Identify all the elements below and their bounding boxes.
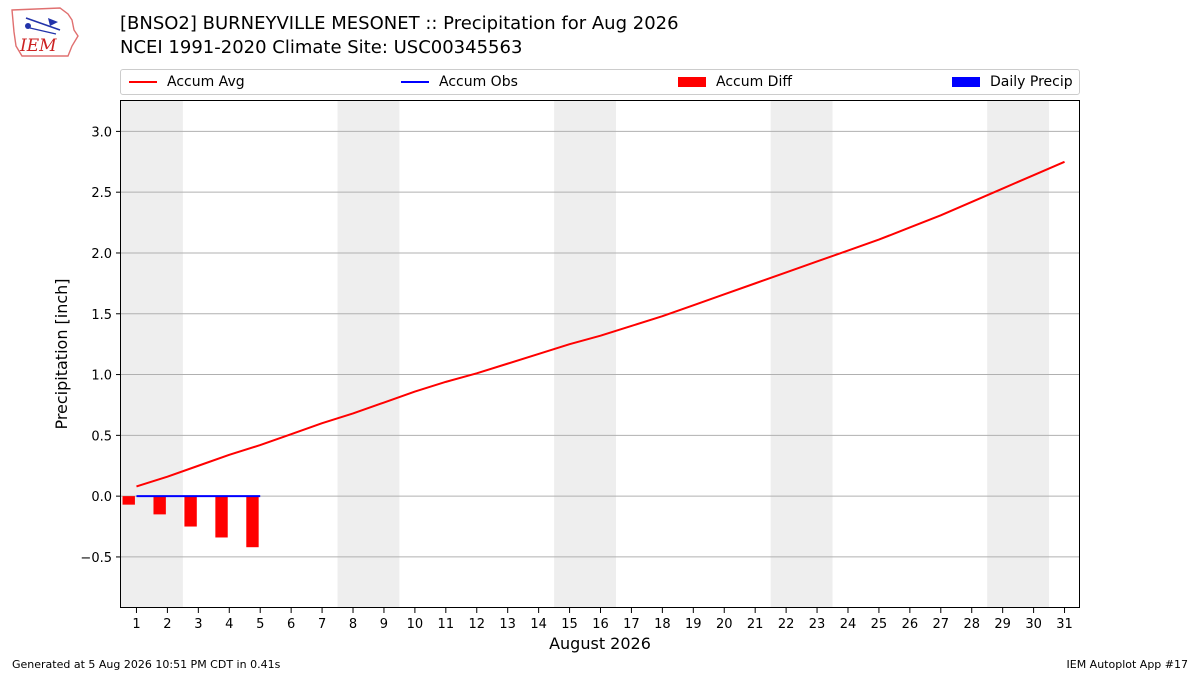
bar xyxy=(122,496,135,505)
x-tick-label: 31 xyxy=(1056,617,1073,632)
y-tick-label: 2.5 xyxy=(91,186,112,201)
x-tick-label: 17 xyxy=(623,617,640,632)
y-tick-label: 0.0 xyxy=(91,490,112,505)
x-axis: 1 2 3 4 5 6 7 8 9 10 11 12 13 14 15 16 17 18 19 20 21 22 23 24 2… xyxy=(132,608,1073,632)
app-footer: IEM Autoplot App #17 xyxy=(1066,658,1189,671)
weekend-shading xyxy=(121,101,1050,608)
weekend-band xyxy=(554,101,616,608)
x-tick-label: 18 xyxy=(654,617,671,632)
weekend-band xyxy=(987,101,1050,608)
x-tick-label: 16 xyxy=(592,617,609,632)
bar xyxy=(153,496,166,515)
x-tick-label: 1 xyxy=(132,617,140,632)
x-tick-label: 9 xyxy=(380,617,388,632)
y-tick-label: −0.5 xyxy=(80,551,112,566)
y-tick-label: 3.0 xyxy=(91,125,112,140)
x-tick-label: 26 xyxy=(902,617,919,632)
y-axis: −0.5 0.0 0.5 1.0 1.5 2.0 2.5 3.0 xyxy=(80,125,121,566)
plot-frame xyxy=(120,100,1080,608)
legend-label: Accum Obs xyxy=(439,74,518,90)
x-tick-label: 3 xyxy=(194,617,202,632)
x-tick-label: 27 xyxy=(933,617,950,632)
x-tick-label: 25 xyxy=(871,617,888,632)
chart-title: [BNSO2] BURNEYVILLE MESONET :: Precipita… xyxy=(120,13,679,34)
x-tick-label: 8 xyxy=(349,617,357,632)
y-tick-label: 1.5 xyxy=(91,308,112,323)
legend-label: Daily Precip xyxy=(990,74,1073,90)
legend-label: Accum Diff xyxy=(716,74,793,90)
x-tick-label: 30 xyxy=(1025,617,1042,632)
y-tick-label: 0.5 xyxy=(91,429,112,444)
grid-lines xyxy=(121,130,1080,558)
legend-swatch-line-icon xyxy=(401,81,429,83)
series-lines xyxy=(136,160,1065,498)
x-tick-label: 13 xyxy=(499,617,516,632)
x-tick-label: 10 xyxy=(407,617,424,632)
y-tick-label: 1.0 xyxy=(91,369,112,384)
legend-swatch-line-icon xyxy=(129,81,157,83)
bar xyxy=(215,496,228,538)
x-tick-label: 6 xyxy=(287,617,295,632)
x-tick-label: 7 xyxy=(318,617,326,632)
generated-footer: Generated at 5 Aug 2026 10:51 PM CDT in … xyxy=(12,658,281,671)
x-tick-label: 23 xyxy=(809,617,826,632)
x-tick-label: 20 xyxy=(716,617,733,632)
x-tick-label: 5 xyxy=(256,617,264,632)
y-tick-label: 2.0 xyxy=(91,247,112,262)
iem-logo: IEM xyxy=(11,7,79,57)
chart-subtitle: NCEI 1991-2020 Climate Site: USC00345563 xyxy=(120,37,523,58)
y-axis-label: Precipitation [inch] xyxy=(52,278,71,429)
x-axis-label: August 2026 xyxy=(549,634,651,653)
x-tick-label: 29 xyxy=(994,617,1011,632)
legend-label: Accum Avg xyxy=(167,74,245,90)
x-tick-label: 14 xyxy=(530,617,547,632)
weekend-band xyxy=(337,101,400,608)
legend-swatch-bar-icon xyxy=(678,77,706,87)
x-tick-label: 22 xyxy=(778,617,795,632)
x-tick-label: 19 xyxy=(685,617,702,632)
logo-text: IEM xyxy=(19,36,57,56)
legend-swatch-bar-icon xyxy=(952,77,980,87)
x-tick-label: 21 xyxy=(747,617,764,632)
x-tick-label: 15 xyxy=(561,617,578,632)
bar xyxy=(184,496,197,527)
weekend-band xyxy=(770,101,833,608)
x-tick-label: 24 xyxy=(840,617,857,632)
bars xyxy=(122,496,259,548)
x-tick-label: 11 xyxy=(438,617,455,632)
x-tick-label: 2 xyxy=(163,617,171,632)
legend: Accum Avg Accum Obs Accum Diff Daily Pre… xyxy=(120,69,1080,95)
x-tick-label: 12 xyxy=(468,617,485,632)
weekend-band xyxy=(121,101,183,608)
x-tick-label: 28 xyxy=(963,617,980,632)
x-tick-label: 4 xyxy=(225,617,233,632)
bar xyxy=(246,496,259,548)
series-line xyxy=(136,160,1065,488)
